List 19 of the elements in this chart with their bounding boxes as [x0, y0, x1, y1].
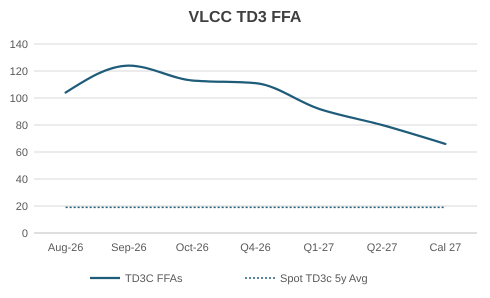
- x-tick-label: Oct-26: [176, 242, 209, 254]
- legend-label: TD3C FFAs: [125, 272, 183, 285]
- y-tick-label: 0: [22, 228, 28, 240]
- y-tick-label: 100: [10, 92, 28, 105]
- y-tick-label: 140: [10, 38, 28, 51]
- x-tick-label: Cal 27: [429, 242, 462, 254]
- chart-title: VLCC TD3 FFA: [188, 9, 302, 26]
- x-tick-label: Sep-26: [111, 242, 147, 254]
- y-tick-label: 80: [16, 120, 28, 132]
- x-tick-label: Q4-26: [240, 242, 271, 254]
- y-tick-label: 60: [16, 146, 28, 159]
- x-tick-label: Aug-26: [48, 242, 84, 254]
- line-series: [64, 64, 446, 146]
- y-tick-label: 120: [10, 66, 28, 78]
- legend-label: Spot TD3c 5y Avg: [280, 272, 368, 285]
- y-tick-label: 40: [16, 174, 28, 186]
- x-tick-label: Q2-27: [366, 242, 398, 254]
- x-tick-label: Q1-27: [303, 242, 334, 254]
- y-tick-label: 20: [16, 200, 28, 213]
